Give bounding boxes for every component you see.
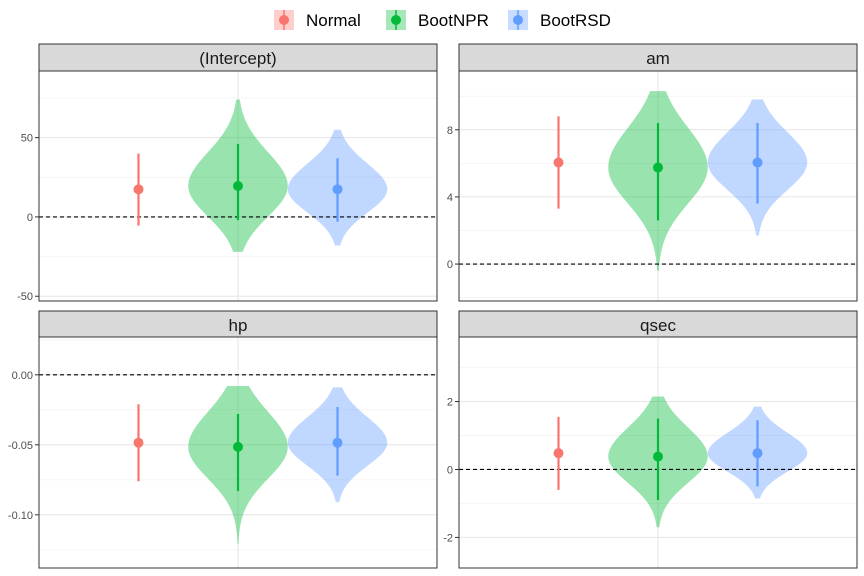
facet-strip — [458, 43, 858, 72]
y-tick-label: -50 — [17, 291, 33, 303]
y-tick-label: 2 — [447, 397, 453, 409]
y-tick-label: 0 — [447, 259, 453, 271]
point-bootrsd — [752, 448, 763, 459]
facet-title: am — [646, 49, 670, 68]
panel-border — [38, 70, 438, 302]
point-normal — [553, 157, 564, 168]
y-tick-label: -2 — [443, 532, 453, 544]
point-bootnpr — [653, 162, 663, 173]
point-normal — [133, 437, 144, 448]
point-bootrsd — [752, 157, 763, 168]
y-tick-label: -0.05 — [8, 440, 33, 452]
facet-title: hp — [229, 316, 248, 335]
point-bootnpr — [233, 441, 243, 452]
legend-label: Normal — [306, 11, 361, 30]
panel-qsec: qsec -2 0 2 — [443, 310, 858, 569]
facet-title: qsec — [640, 316, 676, 335]
facet-strip — [38, 310, 438, 338]
legend-item-normal: Normal — [274, 10, 361, 30]
y-tick-label: 0 — [447, 464, 453, 476]
point-bootnpr — [653, 451, 663, 462]
y-tick-label: 8 — [447, 125, 453, 137]
legend-label: BootRSD — [540, 11, 611, 30]
point-normal — [553, 448, 564, 459]
point-bootrsd — [332, 184, 343, 195]
panel-border — [458, 336, 858, 569]
y-tick-label: 50 — [21, 133, 33, 145]
legend-item-bootrsd: BootRSD — [508, 10, 611, 30]
legend: Normal BootNPR BootRSD — [274, 10, 611, 30]
facet-title: (Intercept) — [199, 49, 276, 68]
y-tick-label: -0.10 — [8, 510, 33, 522]
panel-border — [38, 336, 438, 569]
legend-label: BootNPR — [418, 11, 489, 30]
panel-intercept: (Intercept) -50 0 50 — [17, 43, 438, 303]
point-bootrsd — [332, 437, 343, 448]
facet-panels: (Intercept) -50 0 50 am 0 4 8 hp -0.10 -0.05 0.00 qs… — [8, 43, 858, 569]
y-tick-label: 0.00 — [12, 370, 33, 382]
y-tick-label: 0 — [27, 212, 33, 224]
legend-key-point — [279, 15, 289, 25]
facet-strip — [38, 43, 438, 72]
panel-am: am 0 4 8 — [447, 43, 858, 302]
panel-hp: hp -0.10 -0.05 0.00 — [8, 310, 438, 569]
point-normal — [133, 184, 144, 195]
panel-border — [458, 70, 858, 302]
legend-item-bootnpr: BootNPR — [386, 10, 489, 30]
legend-key-point — [513, 15, 523, 25]
point-bootnpr — [233, 181, 243, 191]
y-tick-label: 4 — [447, 192, 453, 204]
facet-strip — [458, 310, 858, 338]
legend-key-point — [391, 15, 401, 25]
